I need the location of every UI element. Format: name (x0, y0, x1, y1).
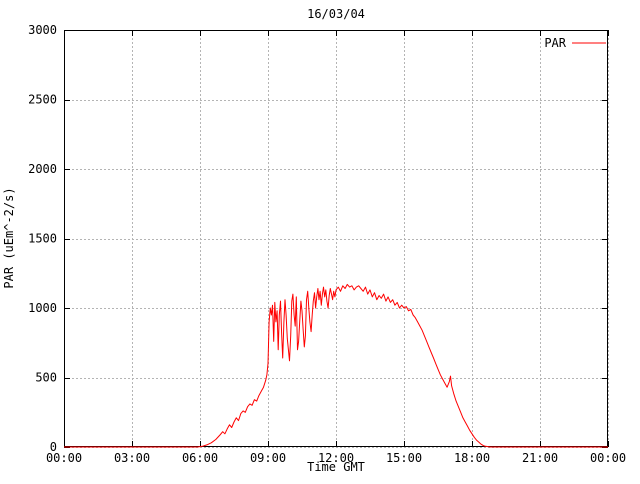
x-tick-label: 12:00 (318, 451, 354, 465)
legend-label: PAR (544, 36, 566, 50)
x-tick-label: 09:00 (250, 451, 286, 465)
y-axis-label: PAR (uEm^-2/s) (2, 187, 16, 288)
x-axis-label: Time GMT (307, 460, 365, 474)
x-tick-label: 03:00 (114, 451, 150, 465)
y-tick-label: 3000 (28, 23, 57, 37)
grid-layer (64, 30, 609, 448)
y-tick-label: 1000 (28, 301, 57, 315)
x-tick-label: 00:00 (590, 451, 626, 465)
y-tick-label: 500 (35, 371, 57, 385)
y-tick-label: 2500 (28, 93, 57, 107)
y-tick-label: 2000 (28, 162, 57, 176)
x-tick-label: 21:00 (522, 451, 558, 465)
axes-layer (64, 30, 609, 448)
x-tick-label: 18:00 (454, 451, 490, 465)
y-tick-label: 1500 (28, 232, 57, 246)
x-tick-label: 00:00 (46, 451, 82, 465)
series-line-par (64, 283, 608, 448)
series-layer (64, 283, 608, 448)
x-tick-label: 06:00 (182, 451, 218, 465)
x-tick-label: 15:00 (386, 451, 422, 465)
tick-labels-layer: 00:00 03:00 06:00 09:00 12:00 15:00 18:00 21:00… (28, 23, 626, 465)
chart-title: 16/03/04 (307, 7, 365, 21)
y-tick-label: 0 (50, 440, 57, 454)
